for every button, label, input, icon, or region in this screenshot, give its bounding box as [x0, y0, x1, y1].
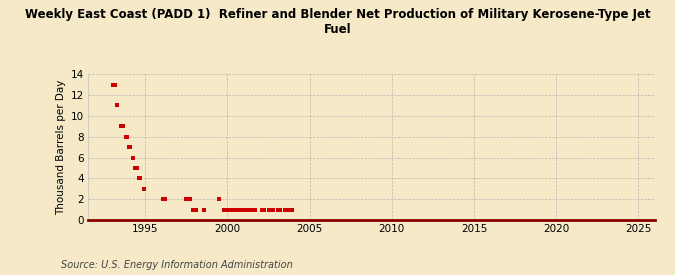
- Text: Source: U.S. Energy Information Administration: Source: U.S. Energy Information Administ…: [61, 260, 292, 270]
- Point: [248, 207, 259, 212]
- Y-axis label: Thousand Barrels per Day: Thousand Barrels per Day: [56, 79, 66, 215]
- Point: [133, 176, 144, 181]
- Point: [219, 207, 230, 212]
- Point: [273, 207, 284, 212]
- Point: [234, 207, 244, 212]
- Point: [199, 207, 210, 212]
- Point: [234, 207, 245, 212]
- Point: [233, 207, 244, 212]
- Point: [223, 207, 234, 212]
- Point: [267, 207, 277, 212]
- Point: [120, 134, 131, 139]
- Point: [130, 166, 141, 170]
- Point: [122, 134, 132, 139]
- Text: Weekly East Coast (PADD 1)  Refiner and Blender Net Production of Military Keros: Weekly East Coast (PADD 1) Refiner and B…: [25, 8, 650, 36]
- Point: [246, 207, 257, 212]
- Point: [263, 207, 274, 212]
- Point: [232, 207, 243, 212]
- Point: [250, 207, 261, 212]
- Point: [230, 207, 241, 212]
- Point: [283, 207, 294, 212]
- Point: [117, 124, 128, 128]
- Point: [158, 197, 169, 201]
- Point: [135, 176, 146, 181]
- Point: [265, 207, 275, 212]
- Point: [223, 207, 234, 212]
- Point: [132, 166, 142, 170]
- Point: [112, 103, 123, 108]
- Point: [124, 145, 134, 149]
- Point: [116, 124, 127, 128]
- Point: [128, 155, 138, 160]
- Point: [238, 207, 249, 212]
- Point: [231, 207, 242, 212]
- Point: [279, 207, 290, 212]
- Point: [181, 197, 192, 201]
- Point: [235, 207, 246, 212]
- Point: [275, 207, 286, 212]
- Point: [214, 197, 225, 201]
- Point: [256, 207, 267, 212]
- Point: [191, 207, 202, 212]
- Point: [229, 207, 240, 212]
- Point: [109, 82, 120, 87]
- Point: [259, 207, 269, 212]
- Point: [281, 207, 292, 212]
- Point: [108, 82, 119, 87]
- Point: [240, 207, 251, 212]
- Point: [227, 207, 238, 212]
- Point: [245, 207, 256, 212]
- Point: [188, 207, 198, 212]
- Point: [184, 197, 195, 201]
- Point: [138, 186, 149, 191]
- Point: [268, 207, 279, 212]
- Point: [227, 207, 238, 212]
- Point: [230, 207, 240, 212]
- Point: [225, 207, 236, 212]
- Point: [222, 207, 233, 212]
- Point: [159, 197, 170, 201]
- Point: [286, 207, 297, 212]
- Point: [125, 145, 136, 149]
- Point: [225, 207, 236, 212]
- Point: [226, 207, 237, 212]
